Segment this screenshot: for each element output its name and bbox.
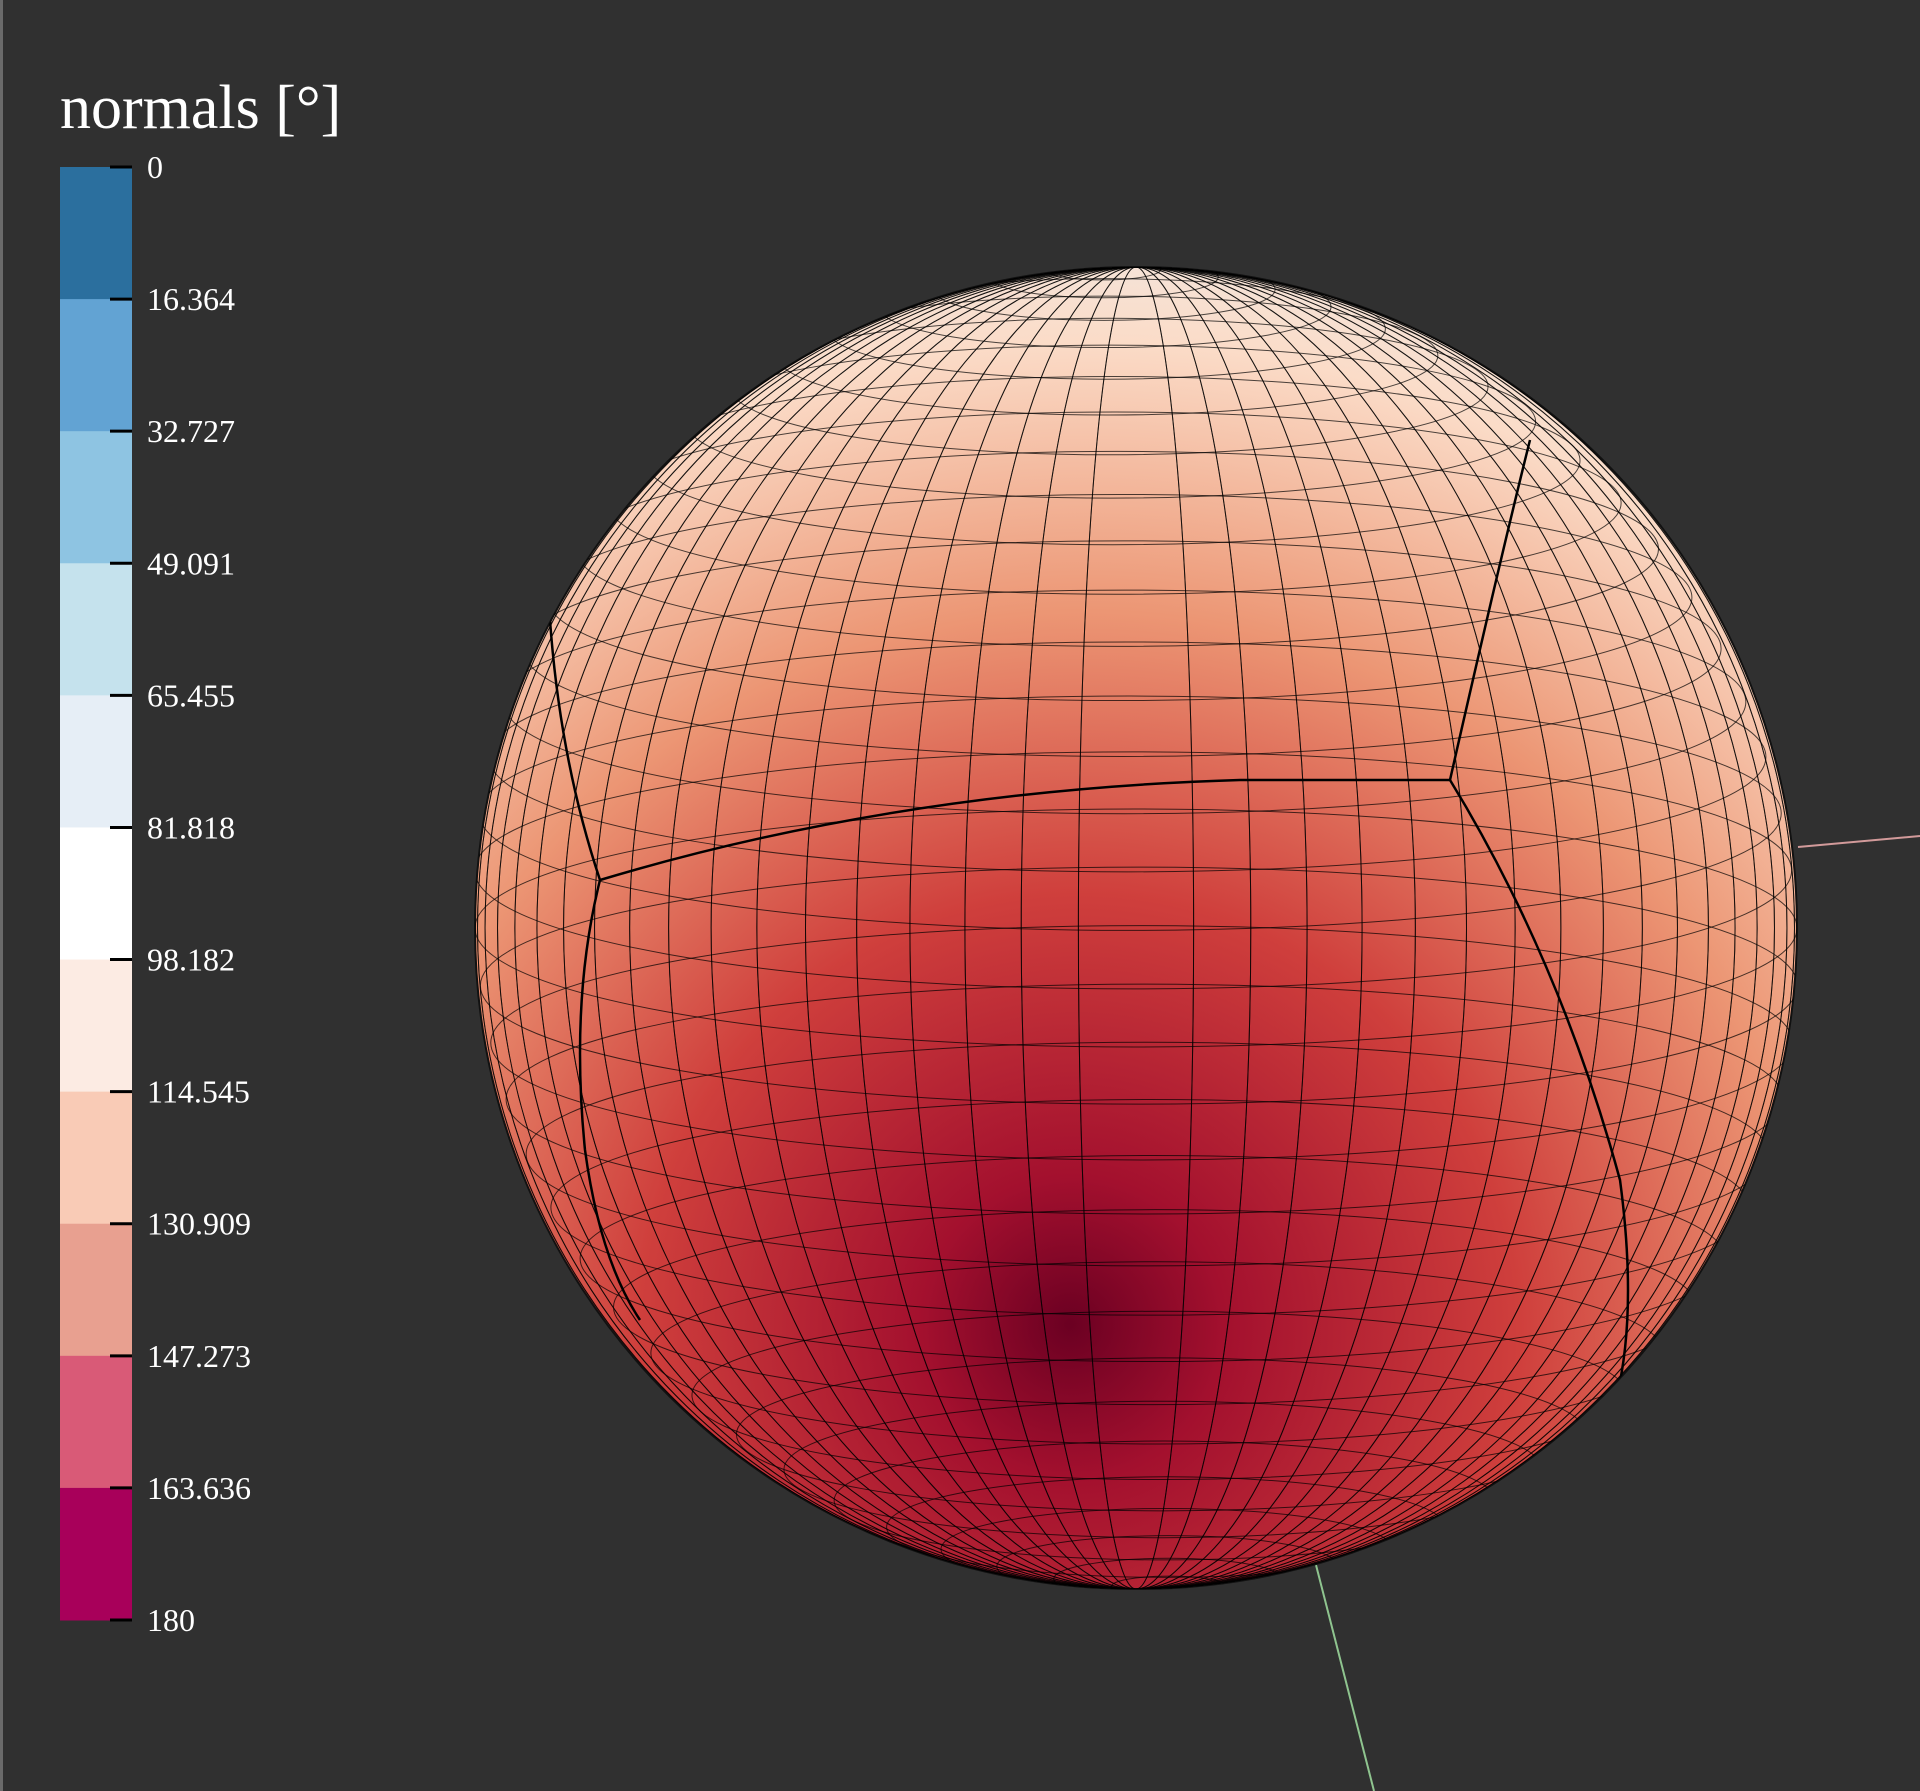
- mesh-line: [1020, 267, 1252, 1589]
- legend-title: normals [°]: [60, 74, 341, 142]
- mesh-line: [856, 267, 1416, 1589]
- color-band: [60, 299, 132, 432]
- tick-label: 16.364: [147, 281, 235, 317]
- mesh-line: [484, 267, 1788, 1589]
- color-band: [60, 431, 132, 564]
- tick-label: 98.182: [147, 942, 235, 978]
- axis-x: [1797, 835, 1920, 848]
- tick-label: 114.545: [147, 1074, 250, 1110]
- tick-label: 130.909: [147, 1206, 251, 1242]
- color-band: [60, 1487, 132, 1621]
- mesh-line: [497, 267, 1775, 1589]
- color-bar: 0 16.364 32.727 49.091 65.455 81.818 98.182 114…: [60, 149, 251, 1638]
- tick-label: 147.273: [147, 1338, 251, 1374]
- mesh-line: [909, 267, 1363, 1589]
- mesh-line: [1077, 267, 1195, 1589]
- mesh-line: [756, 267, 1516, 1589]
- sphere: [474, 266, 1798, 1590]
- mesh-line: [536, 267, 1736, 1589]
- tick-label: 163.636: [147, 1470, 251, 1506]
- seam: [1448, 439, 1532, 781]
- seam: [578, 879, 642, 1321]
- color-band: [60, 695, 132, 828]
- tick-label: 81.818: [147, 809, 235, 845]
- tick-label: 32.727: [147, 413, 235, 449]
- tick-label: 180: [147, 1602, 195, 1638]
- seam: [1448, 779, 1630, 1421]
- mesh-line: [964, 267, 1308, 1589]
- mesh-line: [563, 267, 1709, 1589]
- mesh-line: [629, 267, 1643, 1589]
- mesh-line: [475, 808, 1797, 1048]
- mesh-line: [710, 267, 1562, 1589]
- color-band: [60, 1355, 132, 1489]
- tick-label: 49.091: [147, 545, 235, 581]
- mesh-line: [805, 267, 1467, 1589]
- color-band: [60, 167, 132, 300]
- seam: [599, 778, 1450, 882]
- axis-y: [1315, 1564, 1375, 1791]
- color-band: [60, 1091, 132, 1225]
- mesh-line: [477, 267, 1795, 1589]
- color-band: [60, 827, 132, 961]
- view-border: [0, 0, 3, 1791]
- color-band: [60, 1223, 132, 1357]
- tick-label: 65.455: [147, 677, 235, 713]
- mesh-line: [668, 267, 1604, 1589]
- tick-label: 0: [147, 149, 163, 185]
- color-band: [60, 563, 132, 696]
- mesh-line: [594, 267, 1678, 1589]
- mesh-line: [514, 267, 1758, 1589]
- color-band: [60, 959, 132, 1093]
